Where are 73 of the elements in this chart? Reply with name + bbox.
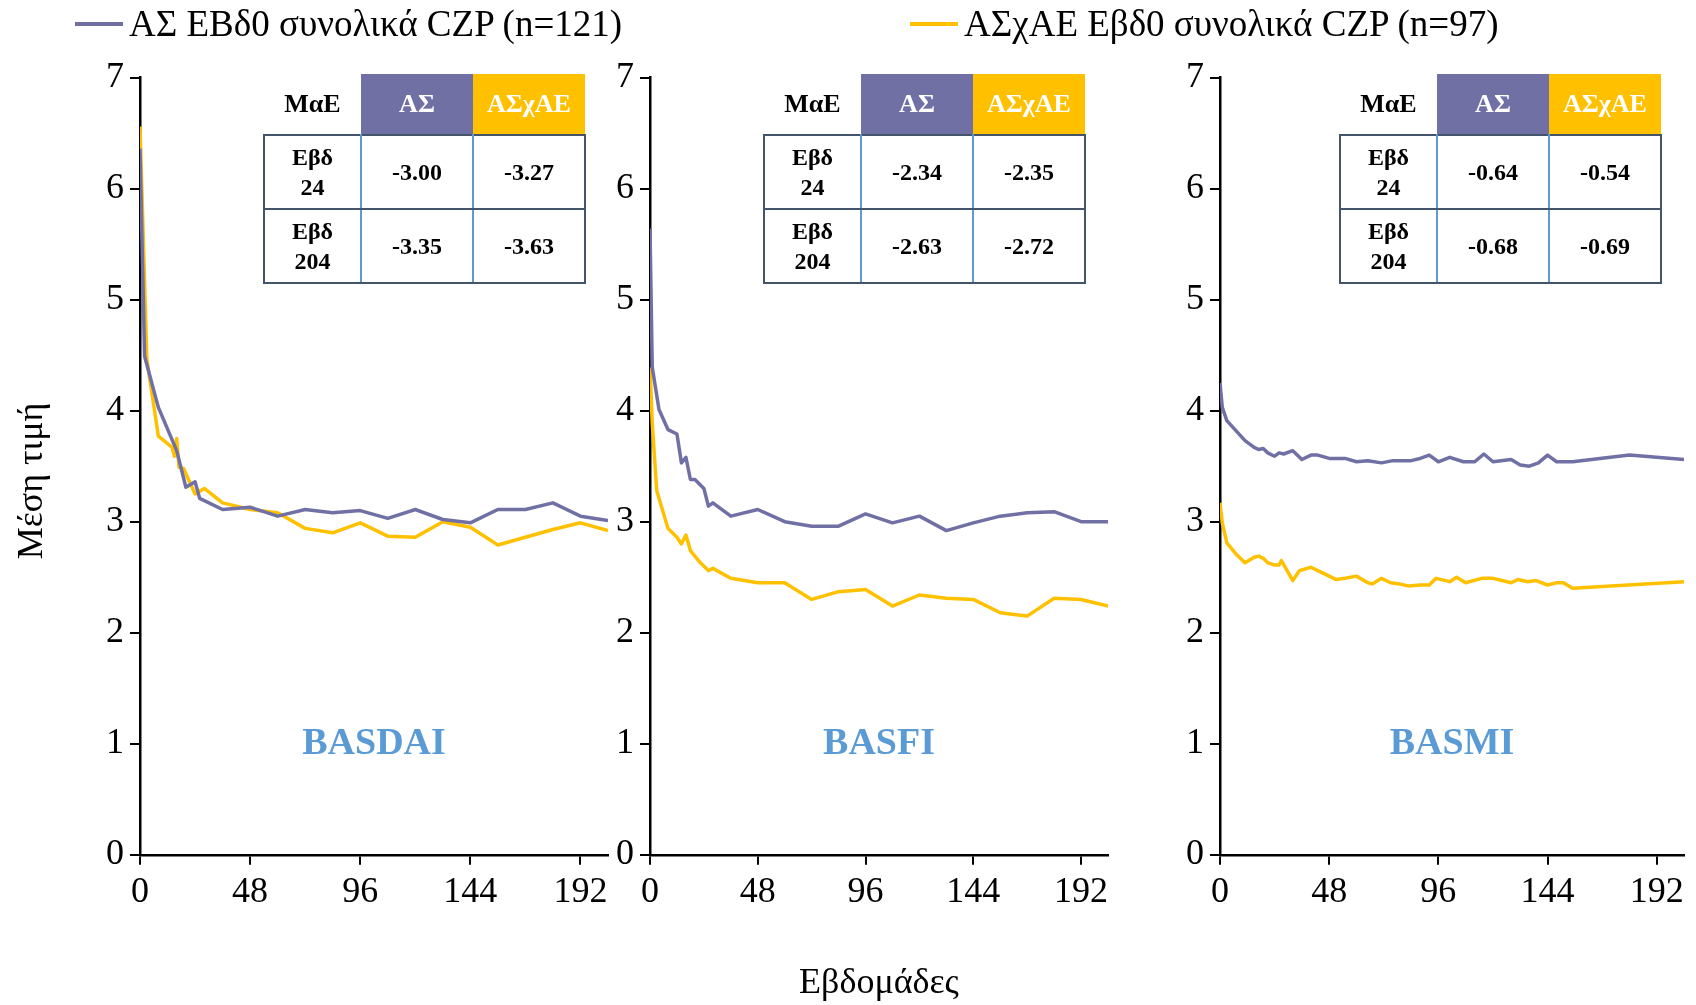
y-tick-label: 1: [106, 721, 124, 762]
annotation: Εβδ 24: [264, 134, 361, 209]
annotation: Εβδ 204: [264, 208, 361, 283]
annotation: Εβδ 24: [764, 134, 861, 209]
y-tick-label: 4: [616, 388, 634, 429]
y-tick-label: 3: [106, 499, 124, 540]
y-tick-label: 5: [106, 277, 124, 318]
y-tick-label: 5: [616, 277, 634, 318]
x-tick-label: 0: [641, 869, 659, 910]
y-tick-label: 6: [616, 166, 634, 207]
x-tick-label: 192: [1054, 869, 1109, 910]
x-tick-label: 96: [847, 869, 884, 910]
x-tick-label: 48: [739, 869, 776, 910]
annotation: Εβδ 204: [1340, 208, 1437, 283]
y-tick-label: 6: [1186, 166, 1204, 207]
annotation: -0.64: [1437, 134, 1549, 209]
annotation: ΑΣ: [1437, 73, 1549, 135]
legend-label: ΑΣχΑΕ Εβδ0 συνολικά CZP (n=97): [964, 2, 1499, 45]
annotation: -3.00: [361, 134, 473, 209]
y-tick-label: 7: [106, 55, 124, 96]
x-tick-label: 48: [232, 869, 269, 910]
y-tick-label: 6: [106, 166, 124, 207]
annotation: ΜαΕ: [283, 87, 342, 120]
y-tick-label: 5: [1186, 277, 1204, 318]
y-tick-label: 0: [106, 832, 124, 873]
y-tick-label: 3: [616, 499, 634, 540]
annotation: ΑΣχΑΕ: [973, 73, 1085, 135]
annotation: -3.35: [361, 208, 473, 283]
y-tick-label: 7: [616, 55, 634, 96]
y-tick-label: 2: [1186, 610, 1204, 651]
legend-label: ΑΣ ΕΒδ0 συνολικά CZP (n=121): [129, 2, 623, 45]
y-tick-label: 0: [1186, 832, 1204, 873]
x-tick-label: 48: [1311, 869, 1348, 910]
x-tick-label: 144: [1520, 869, 1575, 910]
text: BASFI: [823, 719, 935, 762]
x-tick-label: 144: [946, 869, 1001, 910]
y-tick-label: 4: [1186, 388, 1204, 429]
y-tick-label: 1: [1186, 721, 1204, 762]
annotation: ΑΣχΑΕ: [1549, 73, 1661, 135]
annotation: ΜαΕ: [783, 87, 842, 120]
annotation: -3.63: [473, 208, 585, 283]
x-tick-label: 0: [1211, 869, 1229, 910]
annotation: ΑΣ: [361, 73, 473, 135]
annotation: -0.68: [1437, 208, 1549, 283]
y-tick-label: 4: [106, 388, 124, 429]
x-axis-title: Εβδομάδες: [798, 960, 960, 1002]
x-tick-label: 192: [1629, 869, 1684, 910]
x-tick-label: 96: [1420, 869, 1457, 910]
annotation: -3.27: [473, 134, 585, 209]
y-tick-label: 1: [616, 721, 634, 762]
annotation: Εβδ 204: [764, 208, 861, 283]
annotation: -2.63: [861, 208, 973, 283]
x-tick-label: 192: [553, 869, 608, 910]
annotation: -0.69: [1549, 208, 1661, 283]
x-tick-label: 96: [342, 869, 379, 910]
y-tick-label: 0: [616, 832, 634, 873]
y-axis-title: Μέση τιμή: [9, 401, 51, 562]
annotation: -2.35: [973, 134, 1085, 209]
annotation: -0.54: [1549, 134, 1661, 209]
y-tick-label: 3: [1186, 499, 1204, 540]
x-tick-label: 144: [443, 869, 498, 910]
y-tick-label: 2: [106, 610, 124, 651]
annotation: -2.72: [973, 208, 1085, 283]
annotation: Εβδ 24: [1340, 134, 1437, 209]
x-tick-label: 0: [131, 869, 149, 910]
annotation: ΑΣχΑΕ: [473, 73, 585, 135]
annotation: ΑΣ: [861, 73, 973, 135]
y-tick-label: 7: [1186, 55, 1204, 96]
annotation: ΜαΕ: [1359, 87, 1418, 120]
y-tick-label: 2: [616, 610, 634, 651]
text: BASMI: [1389, 719, 1515, 762]
annotation: -2.34: [861, 134, 973, 209]
text: BASDAI: [302, 719, 446, 762]
